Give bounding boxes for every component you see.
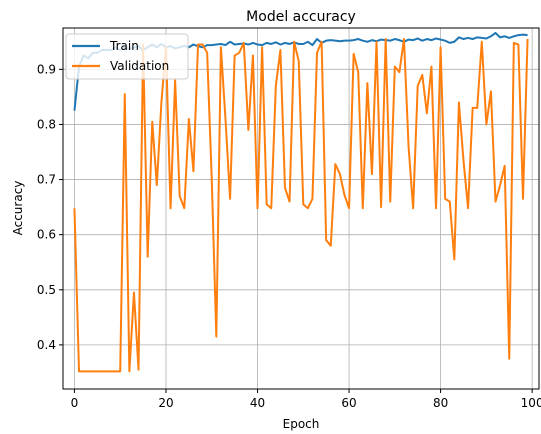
x-tick-label: 60 xyxy=(341,396,356,410)
validation-series-line xyxy=(73,38,529,373)
x-tick-label: 0 xyxy=(71,396,79,410)
y-tick-label: 0.5 xyxy=(37,283,56,297)
y-tick-label: 0.9 xyxy=(37,62,56,76)
y-tick-label: 0.4 xyxy=(37,338,56,352)
x-tick-label: 100 xyxy=(521,396,541,410)
chart-title: Model accuracy xyxy=(246,9,356,25)
x-tick-label: 40 xyxy=(250,396,265,410)
x-tick-label: 80 xyxy=(433,396,448,410)
series-lines xyxy=(73,31,529,373)
legend-validation-label: Validation xyxy=(110,59,169,73)
x-axis-label: Epoch xyxy=(283,417,320,431)
y-tick-label: 0.6 xyxy=(37,228,56,242)
legend-train-label: Train xyxy=(109,39,139,53)
y-tick-label: 0.7 xyxy=(37,173,56,187)
x-tick-label: 20 xyxy=(158,396,173,410)
y-axis-label: Accuracy xyxy=(11,181,25,236)
plot-frame xyxy=(62,27,540,390)
axis-ticks: 0 20 40 60 80 100 0.4 0.5 0.6 0.7 0.8 0.9 xyxy=(37,62,541,410)
y-tick-label: 0.8 xyxy=(37,117,56,131)
legend: Train Validation xyxy=(65,33,189,80)
